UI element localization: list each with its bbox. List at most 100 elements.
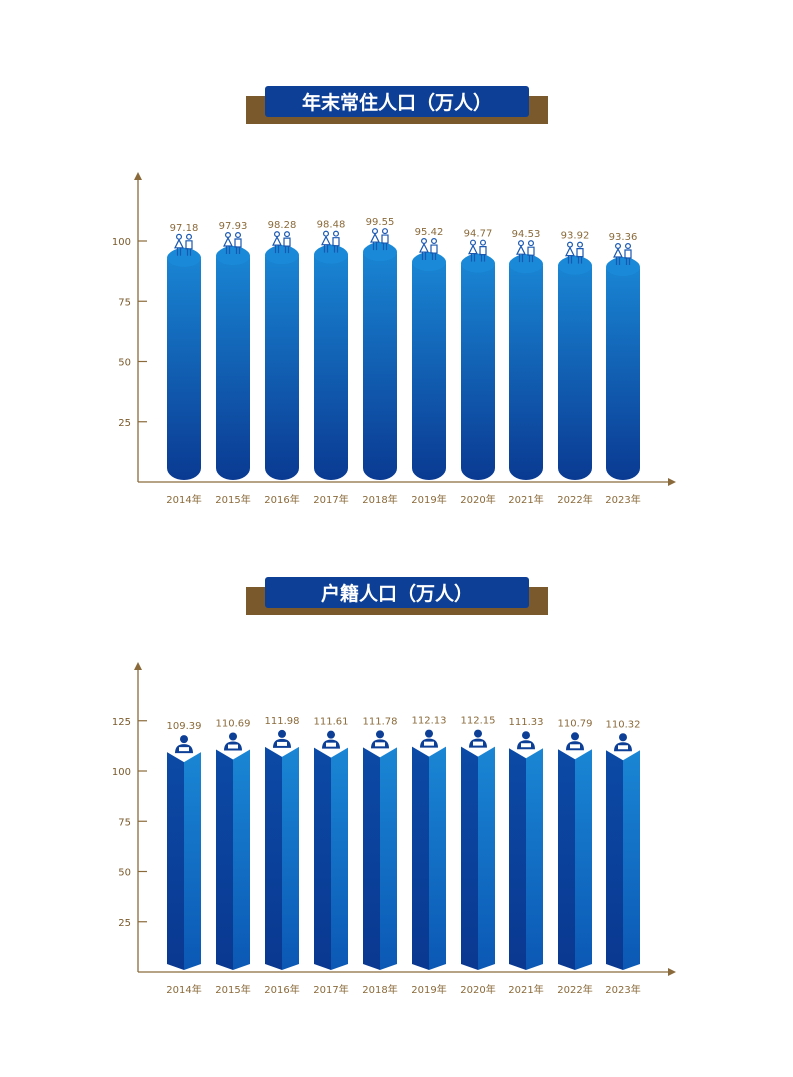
bar-top-cap [363,243,397,262]
x-tick-label: 2019年 [411,493,446,506]
bar-right-face [575,749,592,970]
person-head [382,228,389,235]
bar-group: 98.28 [265,220,299,480]
bar-left-face [606,750,623,970]
bar-group: 110.79 [558,718,593,970]
chart-2: 户籍人口（万人） 25 50 75 100 125 109.39 2014年 110.69 201… [112,577,676,996]
x-tick-label: 2020年 [460,493,495,506]
data-label: 98.48 [317,220,346,231]
person-body [370,232,380,251]
bar [167,247,201,480]
bar [558,255,592,480]
person-head [333,230,340,237]
y-axis-arrow [134,662,142,670]
y-tick-label: 100 [112,767,131,778]
person-at-desk-icon [175,735,193,754]
bar [363,242,397,480]
person-body [430,244,438,261]
data-label: 93.36 [609,232,638,243]
x-tick-label: 2023年 [605,983,640,996]
x-tick-label: 2015年 [215,983,250,996]
bar [412,252,446,480]
bar-top-cap [606,258,640,277]
bar-top-cap [558,256,592,275]
laptop [570,744,580,749]
couple-icon [565,241,584,264]
y-tick-label: 100 [112,237,131,248]
x-tick-label: 2019年 [411,983,446,996]
couple-icon [272,231,291,254]
bar [461,253,495,480]
person-body [576,248,584,264]
bar-group: 112.15 [461,716,496,970]
data-label: 111.98 [265,716,300,727]
person-head [480,239,487,246]
bar-group: 112.13 [412,716,447,970]
person-body [332,237,340,253]
x-tick-label: 2017年 [313,493,348,506]
person-head [619,733,627,742]
person-body [223,236,233,254]
data-label: 111.33 [509,717,544,728]
bar-group: 94.53 [509,229,543,480]
bar-left-face [412,746,429,970]
person-head [186,233,193,240]
person-body [419,242,429,261]
bar-group: 94.77 [461,229,495,480]
laptop [277,741,287,746]
bar-left-face [216,749,233,970]
person-body [527,246,535,263]
bar-left-face [314,747,331,970]
bar-top-cap [509,255,543,274]
bar-left-face [461,746,478,970]
person-body [272,235,282,254]
y-tick-label: 125 [112,717,131,728]
bar-left-face [509,748,526,970]
y-tick-label: 50 [118,868,131,879]
couple-icon [174,233,193,256]
couple-icon [516,240,535,263]
person-head [474,729,482,738]
bar-right-face [282,746,299,970]
bar-group: 97.18 [167,223,201,480]
person-head [229,732,237,741]
x-tick-label: 2020年 [460,983,495,996]
laptop [473,741,483,746]
person-body [479,246,487,262]
laptop [326,742,336,747]
data-label: 111.78 [363,716,398,727]
bar [216,245,250,480]
y-tick-label: 25 [118,418,131,429]
x-tick-label: 2018年 [362,983,397,996]
x-tick-label: 2014年 [166,983,201,996]
y-tick-label: 75 [118,297,131,308]
bar [314,244,348,480]
bar-group: 93.36 [606,232,640,480]
x-tick-label: 2022年 [557,493,592,506]
x-tick-label: 2016年 [264,493,299,506]
bar-right-face [478,746,495,970]
person-at-desk-icon [273,729,291,748]
y-tick-label: 50 [118,358,131,369]
y-axis-arrow [134,172,142,180]
x-tick-label: 2016年 [264,983,299,996]
person-body [381,234,389,251]
y-tick-label: 25 [118,918,131,929]
data-label: 111.61 [314,717,349,728]
bar-right-face [380,747,397,970]
bar-top-cap [216,246,250,265]
bar-top-cap [461,254,495,273]
laptop [375,742,385,747]
laptop [179,747,189,752]
data-label: 110.69 [216,719,251,730]
person-at-desk-icon [322,730,340,749]
bar-top-cap [265,246,299,265]
bar-group: 98.48 [314,220,348,480]
chart-1: 年末常住人口（万人） 25 50 75 100 97.18 2014年 97.93 2015年 9… [112,86,676,506]
chart-title-banner: 年末常住人口（万人） [246,86,548,124]
person-body [468,244,478,262]
person-body [565,246,575,264]
person-body [283,237,291,254]
chart-title: 年末常住人口（万人） [302,91,492,114]
x-tick-label: 2021年 [508,983,543,996]
